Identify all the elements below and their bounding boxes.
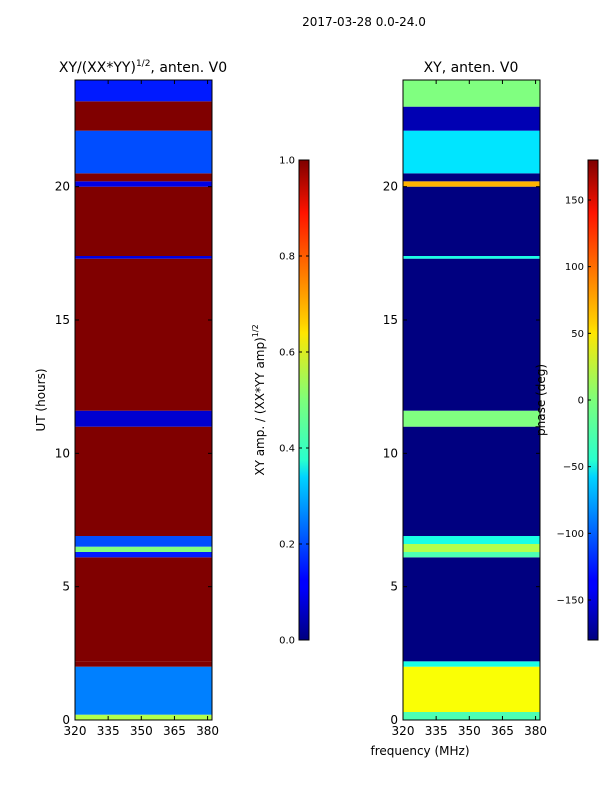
colorbar1-label-exponent: 1/2: [251, 324, 260, 337]
y-tick-label: 10: [383, 446, 398, 460]
y-tick-label: 20: [55, 180, 70, 194]
heatmap-band: [75, 256, 212, 259]
x-tick-label: 350: [458, 724, 481, 738]
colorbar-tick-label: 150: [565, 196, 584, 207]
colorbar1-label-main: XY amp. / (XX*YY amp): [253, 337, 267, 475]
colorbar-tick-label: 0.6: [279, 348, 295, 359]
panel1-title: XY/(XX*YY)1/2, anten. V0: [59, 59, 227, 76]
x-tick-label: 380: [196, 724, 219, 738]
y-tick-label: 10: [55, 446, 70, 460]
colorbar1-label: XY amp. / (XX*YY amp)1/2: [251, 324, 267, 475]
heatmap-band: [403, 181, 540, 187]
colorbar-tick-label: 0.0: [279, 636, 295, 647]
colorbar-tick-label: 0: [578, 396, 584, 407]
colorbar-tick-label: −150: [557, 596, 584, 607]
colorbar-tick-label: 0.8: [279, 252, 295, 263]
heatmap-band: [75, 536, 212, 547]
y-tick-label: 5: [390, 580, 398, 594]
x-tick-label: 335: [97, 724, 120, 738]
y-tick-label: 15: [55, 313, 70, 327]
heatmap-band: [75, 258, 212, 411]
colorbar-tick-label: 50: [571, 329, 584, 340]
colorbar-amplitude: [298, 159, 310, 641]
x-tick-label: 380: [524, 724, 547, 738]
heatmap-band: [403, 544, 540, 552]
axis-ticks-1: 320 335 350 365 380 0 5 10 15 20: [55, 80, 219, 738]
y-tick-label: 20: [383, 180, 398, 194]
heatmap-band: [403, 426, 540, 536]
heatmap-band: [75, 80, 212, 102]
heatmap-band: [75, 186, 212, 256]
panel2-title: XY, anten. V0: [424, 60, 519, 76]
colorbar-tick-label: −50: [563, 462, 584, 473]
colorbar-ticks-2: 150 100 50 0 −50 −100 −150: [557, 196, 591, 607]
x-tick-label: 335: [425, 724, 448, 738]
colorbar-tick-label: 0.4: [279, 444, 295, 455]
heatmap-band: [403, 80, 540, 107]
heatmap-band: [75, 557, 212, 662]
x-tick-label: 320: [64, 724, 87, 738]
heatmap-band: [75, 130, 212, 174]
y-tick-label: 15: [383, 313, 398, 327]
figure-suptitle: 2017-03-28 0.0-24.0: [302, 15, 426, 29]
x-tick-label: 350: [130, 724, 153, 738]
heatmap-band: [75, 426, 212, 536]
plot-frame-2: [402, 79, 541, 721]
heatmap-band: [403, 661, 540, 667]
y-tick-label: 0: [62, 713, 70, 727]
colorbar-tick-label: −100: [557, 529, 584, 540]
heatmap-band: [403, 666, 540, 712]
heatmap-band: [403, 536, 540, 544]
heatmap-band: [403, 173, 540, 182]
heatmap-band: [403, 552, 540, 558]
heatmap-band: [75, 546, 212, 552]
heatmap-band: [75, 173, 212, 182]
heatmap-band: [403, 186, 540, 256]
heatmap-amplitude: [75, 80, 212, 720]
heatmap-band: [75, 714, 212, 720]
shared-x-axis-label: frequency (MHz): [370, 744, 469, 758]
plot-frame-1: [74, 79, 213, 721]
heatmap-band: [403, 557, 540, 662]
colorbar2-label: phase (deg): [534, 364, 548, 436]
colorbar-tick-label: 1.0: [279, 156, 295, 167]
x-tick-label: 320: [392, 724, 415, 738]
colorbar-tick-label: 100: [565, 262, 584, 273]
heatmap-band: [75, 552, 212, 558]
heatmap-band: [75, 101, 212, 131]
heatmap-band: [403, 256, 540, 259]
y-tick-label: 0: [390, 713, 398, 727]
heatmap-band: [403, 106, 540, 131]
heatmap-band: [75, 661, 212, 667]
heatmap-phase: [403, 80, 540, 720]
panel1-title-tail: , anten. V0: [150, 60, 227, 76]
x-tick-label: 365: [491, 724, 514, 738]
heatmap-band: [403, 258, 540, 411]
panel1-title-main: XY/(XX*YY): [59, 60, 136, 76]
heatmap-band: [75, 181, 212, 187]
x-tick-label: 365: [163, 724, 186, 738]
y-tick-label: 5: [62, 580, 70, 594]
axis-ticks-2: 320 335 350 365 380 0 5 10 15 20: [383, 80, 547, 738]
colorbar-tick-label: 0.2: [279, 540, 295, 551]
heatmap-band: [403, 130, 540, 174]
heatmap-band: [403, 410, 540, 427]
heatmap-band: [403, 712, 540, 720]
colorbar-ticks-1: 0.0 0.2 0.4 0.6 0.8 1.0: [279, 156, 309, 647]
y-axis-label-1: UT (hours): [34, 368, 48, 431]
heatmap-band: [75, 410, 212, 427]
heatmap-band: [75, 666, 212, 715]
panel1-title-exponent: 1/2: [136, 59, 150, 69]
